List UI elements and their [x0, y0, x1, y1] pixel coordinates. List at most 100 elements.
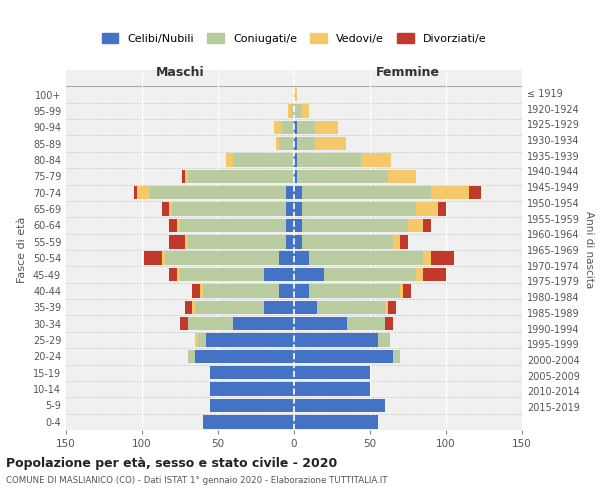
- Bar: [233, 154, 294, 166]
- Text: Popolazione per età, sesso e stato civile - 2020: Popolazione per età, sesso e stato civil…: [6, 458, 337, 470]
- Bar: [286, 202, 294, 216]
- Bar: [169, 202, 172, 216]
- Bar: [393, 235, 400, 248]
- Bar: [294, 252, 309, 265]
- Bar: [143, 252, 162, 265]
- Bar: [162, 252, 165, 265]
- Bar: [385, 317, 393, 330]
- Bar: [169, 235, 185, 248]
- Bar: [294, 218, 302, 232]
- Bar: [177, 218, 180, 232]
- Bar: [294, 104, 302, 118]
- Bar: [211, 366, 294, 380]
- Bar: [302, 202, 416, 216]
- Bar: [423, 268, 446, 281]
- Bar: [315, 137, 346, 150]
- Bar: [211, 398, 294, 412]
- Bar: [169, 218, 177, 232]
- Bar: [297, 170, 388, 183]
- Bar: [185, 235, 188, 248]
- Bar: [294, 300, 317, 314]
- Bar: [347, 317, 385, 330]
- Bar: [400, 284, 403, 298]
- Y-axis label: Anni di nascita: Anni di nascita: [584, 212, 593, 288]
- Bar: [226, 154, 233, 166]
- Bar: [294, 334, 377, 346]
- Bar: [294, 170, 297, 183]
- Bar: [195, 300, 263, 314]
- Bar: [294, 382, 370, 396]
- Bar: [317, 300, 385, 314]
- Bar: [149, 186, 286, 200]
- Bar: [182, 170, 185, 183]
- Bar: [291, 104, 294, 118]
- Bar: [188, 317, 233, 330]
- Bar: [294, 366, 370, 380]
- Bar: [192, 284, 200, 298]
- Bar: [439, 202, 446, 216]
- Bar: [286, 186, 294, 200]
- Bar: [177, 268, 180, 281]
- Bar: [431, 186, 469, 200]
- Bar: [294, 88, 297, 102]
- Bar: [134, 186, 137, 200]
- Bar: [274, 120, 282, 134]
- Bar: [185, 170, 188, 183]
- Bar: [294, 137, 297, 150]
- Bar: [416, 202, 439, 216]
- Bar: [309, 284, 400, 298]
- Bar: [188, 350, 195, 363]
- Bar: [180, 268, 263, 281]
- Bar: [198, 334, 206, 346]
- Text: COMUNE DI MASLIANICO (CO) - Dati ISTAT 1° gennaio 2020 - Elaborazione TUTTITALIA: COMUNE DI MASLIANICO (CO) - Dati ISTAT 1…: [6, 476, 388, 485]
- Bar: [423, 252, 431, 265]
- Bar: [282, 120, 294, 134]
- Bar: [377, 334, 390, 346]
- Bar: [388, 170, 416, 183]
- Text: Femmine: Femmine: [376, 66, 440, 79]
- Bar: [294, 202, 302, 216]
- Bar: [294, 415, 377, 428]
- Bar: [206, 334, 294, 346]
- Y-axis label: Fasce di età: Fasce di età: [17, 217, 27, 283]
- Bar: [137, 186, 149, 200]
- Bar: [400, 235, 408, 248]
- Bar: [294, 268, 325, 281]
- Bar: [233, 317, 294, 330]
- Bar: [294, 154, 297, 166]
- Bar: [297, 154, 361, 166]
- Bar: [263, 300, 294, 314]
- Bar: [286, 235, 294, 248]
- Bar: [297, 120, 315, 134]
- Bar: [302, 104, 309, 118]
- Bar: [325, 268, 416, 281]
- Bar: [315, 120, 338, 134]
- Bar: [294, 235, 302, 248]
- Bar: [403, 284, 411, 298]
- Bar: [385, 300, 388, 314]
- Bar: [294, 317, 347, 330]
- Bar: [294, 350, 393, 363]
- Bar: [469, 186, 481, 200]
- Bar: [302, 186, 431, 200]
- Bar: [294, 398, 385, 412]
- Bar: [279, 284, 294, 298]
- Bar: [286, 218, 294, 232]
- Bar: [279, 252, 294, 265]
- Bar: [288, 104, 291, 118]
- Bar: [192, 300, 195, 314]
- Bar: [294, 186, 302, 200]
- Bar: [195, 334, 198, 346]
- Bar: [200, 284, 203, 298]
- Bar: [203, 284, 279, 298]
- Bar: [276, 137, 279, 150]
- Bar: [294, 284, 309, 298]
- Legend: Celibi/Nubili, Coniugati/e, Vedovi/e, Divorziati/e: Celibi/Nubili, Coniugati/e, Vedovi/e, Di…: [97, 29, 491, 48]
- Bar: [172, 202, 286, 216]
- Bar: [294, 120, 297, 134]
- Bar: [162, 202, 169, 216]
- Bar: [302, 218, 408, 232]
- Bar: [185, 300, 192, 314]
- Bar: [263, 268, 294, 281]
- Bar: [302, 235, 393, 248]
